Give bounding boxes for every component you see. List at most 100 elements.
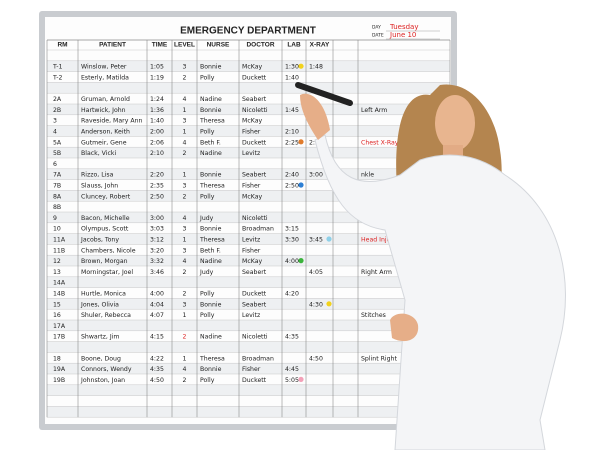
- row-shade: [47, 363, 450, 374]
- cell-text: 9: [53, 215, 57, 222]
- cell-text: Judy: [199, 269, 214, 276]
- hand: [300, 93, 330, 140]
- status-dot: [298, 376, 304, 382]
- cell-text: 1:19: [150, 75, 164, 82]
- row-shade: [47, 82, 450, 94]
- row-shade: [47, 104, 450, 115]
- cell-text: 19A: [53, 366, 66, 373]
- cell-text: 11A: [53, 237, 66, 244]
- cell-text: Nadine: [200, 334, 222, 341]
- cell-text: Fisher: [242, 129, 261, 136]
- cell-text: 4:20: [285, 291, 299, 298]
- cell-text: 4: [53, 129, 57, 136]
- cell-text: 2:10: [150, 150, 164, 157]
- cell-text: Theresa: [199, 183, 225, 190]
- cell-text: 1:48: [309, 64, 323, 71]
- cell-text: Polly: [200, 312, 215, 319]
- cell-text: Cluncey, Robert: [81, 193, 131, 200]
- cell-text: Stitches: [361, 312, 386, 319]
- cell-text: 1: [183, 355, 187, 362]
- row-shade: [47, 276, 450, 288]
- status-dot: [298, 258, 304, 264]
- cell-text: 2:25: [285, 139, 299, 146]
- cell-text: 4:30: [309, 301, 323, 308]
- cell-text: Beth F.: [200, 247, 221, 254]
- cell-text: Shuler, Rebecca: [81, 312, 131, 319]
- cell-text: 4: [183, 258, 187, 265]
- cell-text: 4:00: [285, 258, 299, 265]
- cell-text: 1: [183, 172, 187, 179]
- cell-text: 1: [183, 129, 187, 136]
- cell-text: 4:50: [150, 377, 164, 384]
- cell-text: 3:45: [309, 237, 323, 244]
- cell-text: 4: [183, 139, 187, 146]
- cell-text: 1:40: [150, 118, 164, 125]
- schedule: RM PATIENT TIME LEVEL NURSE DOCTOR LAB X-RAY T-1…: [46, 39, 451, 418]
- cell-text: 2:10: [285, 129, 299, 136]
- column-header: LAB: [287, 42, 301, 49]
- cell-text: Hurtle, Monica: [81, 291, 126, 298]
- cell-text: 4:22: [150, 355, 164, 362]
- cell-text: Polly: [200, 193, 215, 200]
- cell-text: Bacon, Michelle: [81, 215, 130, 222]
- cell-text: 3:03: [150, 226, 164, 233]
- row-shade: [47, 298, 450, 310]
- cell-text: Head Injury: [361, 237, 397, 244]
- cell-text: Fisher: [242, 366, 261, 373]
- cell-text: Duckett: [242, 377, 267, 384]
- cell-text: Left Arm: [361, 107, 387, 114]
- cell-text: Polly: [200, 75, 215, 82]
- cell-text: Shwartz, Jim: [81, 334, 119, 341]
- cell-text: 1:45: [285, 107, 299, 114]
- cell-text: 19B: [53, 377, 65, 384]
- cell-text: Broadman: [242, 355, 274, 362]
- row-shade: [47, 384, 450, 396]
- column-header: LEVEL: [174, 42, 195, 49]
- cell-text: Theresa: [199, 355, 225, 362]
- cell-text: Seabert: [242, 172, 267, 179]
- cell-text: 2: [183, 269, 187, 276]
- cell-text: Nadine: [200, 96, 222, 103]
- face: [435, 95, 475, 151]
- cell-text: Slauss, John: [81, 183, 118, 190]
- cell-text: 2: [183, 150, 187, 157]
- cell-text: 2: [183, 75, 187, 82]
- cell-text: 8B: [53, 204, 61, 211]
- cell-text: Johnston, Joan: [80, 377, 125, 384]
- cell-text: 3: [53, 118, 57, 125]
- cell-text: 3:46: [150, 269, 164, 276]
- cell-text: 4: [183, 96, 187, 103]
- cell-text: 1:30: [285, 64, 299, 71]
- cell-text: 3:20: [150, 247, 164, 254]
- cell-text: McKay: [242, 193, 262, 200]
- cell-text: 3:00: [150, 215, 164, 222]
- cell-text: Duckett: [242, 139, 267, 146]
- cell-text: 2:35: [150, 183, 164, 190]
- cell-text: Beth F.: [200, 139, 221, 146]
- cell-text: 4:00: [150, 291, 164, 298]
- cell-text: Anderson, Keith: [81, 129, 130, 136]
- row-shade: [47, 190, 450, 202]
- lab-coat: [314, 134, 566, 450]
- cell-text: 2: [183, 377, 187, 384]
- cell-text: 2:00: [150, 129, 164, 136]
- cell-text: 10: [53, 226, 61, 233]
- status-dot: [298, 182, 304, 188]
- cell-text: Chest X-Ray: [361, 139, 399, 146]
- cell-text: Duckett: [242, 291, 267, 298]
- cell-text: 3: [183, 301, 187, 308]
- row-shade: [47, 147, 450, 158]
- row-shade: [47, 60, 450, 72]
- cell-text: Levitz: [242, 237, 260, 244]
- cell-text: Raveside, Mary Ann: [81, 118, 142, 125]
- cell-text: 5A: [53, 139, 62, 146]
- cell-text: 2A: [53, 96, 62, 103]
- cell-text: Bonnie: [200, 107, 222, 114]
- cell-text: 7A: [53, 172, 62, 179]
- cell-text: 2: [183, 193, 187, 200]
- cell-text: Seabert: [242, 301, 267, 308]
- cell-text: Right Arm: [361, 269, 392, 276]
- cell-text: 1: [183, 107, 187, 114]
- cell-text: 4:15: [150, 334, 164, 341]
